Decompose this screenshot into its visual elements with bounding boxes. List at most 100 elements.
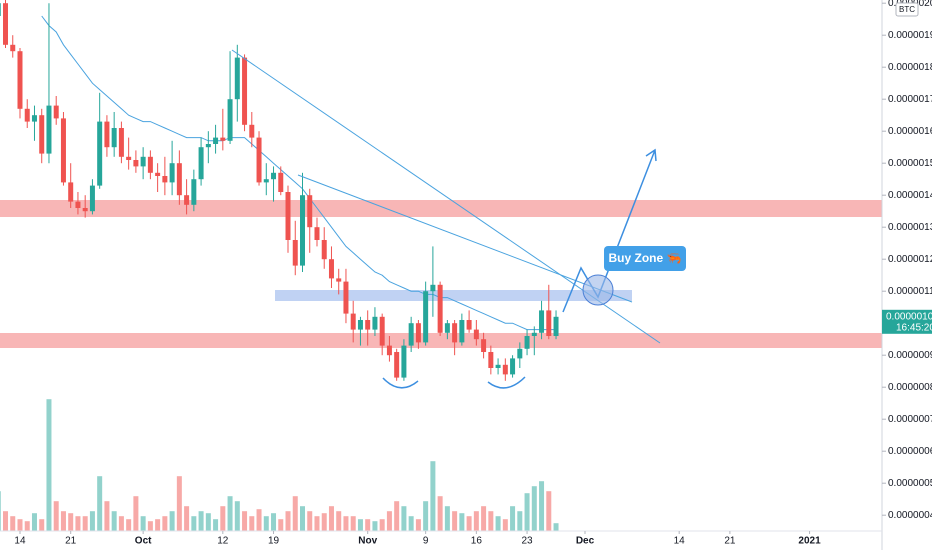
volume-bar — [336, 511, 342, 532]
volume-bar — [343, 516, 349, 532]
candle-layer — [0, 0, 559, 381]
annotation-box — [604, 246, 686, 271]
countdown-label: 16:45:20 — [896, 322, 932, 333]
candle-body — [191, 179, 197, 205]
candle-body — [249, 124, 255, 138]
candle-body — [444, 323, 450, 333]
candle-body — [155, 172, 161, 176]
volume-bar — [82, 516, 88, 532]
volume-bar — [68, 513, 74, 532]
x-tick-label: 19 — [268, 536, 280, 547]
candle-body — [452, 323, 458, 343]
volume-bar — [321, 513, 327, 532]
volume-bar — [488, 511, 494, 532]
volume-bar — [234, 501, 240, 532]
candle-body — [299, 195, 305, 266]
volume-bar — [60, 511, 66, 532]
volume-bar — [220, 506, 226, 532]
candle-body — [89, 185, 95, 212]
x-tick-label: Nov — [358, 536, 377, 547]
candle-body — [473, 329, 479, 340]
candle-body — [437, 284, 443, 333]
candle-body — [292, 240, 298, 266]
candle-body — [140, 156, 146, 167]
volume-bar — [147, 521, 153, 532]
x-tick-label: 23 — [521, 536, 533, 547]
volume-bar — [379, 519, 385, 532]
volume-bar — [299, 506, 305, 532]
candle-body — [68, 182, 74, 202]
y-tick-label: 0.00000040 — [888, 510, 932, 521]
volume-bar — [249, 516, 255, 532]
candle-body — [510, 358, 516, 375]
candle-body — [227, 99, 233, 141]
buy-zone-band — [275, 290, 632, 301]
x-tick-label: 16 — [471, 536, 483, 547]
candle-body — [111, 128, 117, 148]
candle-body — [75, 201, 81, 208]
candle-body — [31, 115, 37, 122]
y-tick-label: 0.00000180 — [888, 62, 932, 73]
volume-bar — [31, 513, 37, 532]
volume-bar — [256, 509, 262, 532]
y-tick-label: 0.00000150 — [888, 158, 932, 169]
volume-bar — [437, 496, 443, 532]
volume-bar — [394, 501, 400, 532]
volume-bar — [263, 516, 269, 532]
volume-bar — [328, 506, 334, 532]
candle-body — [502, 364, 508, 375]
candle-body — [357, 320, 363, 330]
candle-body — [401, 345, 407, 378]
volume-bar — [408, 516, 414, 532]
axes: 0.00000040 0.00000050 0.00000060 0.00000070… — [14, 0, 932, 547]
candle-body — [307, 195, 313, 228]
volume-bar — [473, 511, 479, 532]
candle-body — [372, 316, 378, 330]
annotation-text: Buy Zone 🦐 — [609, 251, 682, 265]
candle-body — [198, 147, 204, 180]
moving-average — [41, 15, 557, 331]
candle-body — [336, 278, 342, 282]
candle-body — [488, 352, 494, 368]
ma-layer — [41, 15, 557, 331]
x-tick-label: 2021 — [798, 536, 821, 547]
candle-body — [162, 176, 168, 183]
price-axis-bg — [882, 0, 932, 550]
candle-body — [430, 284, 436, 292]
volume-bar — [517, 511, 523, 532]
volume-bar — [0, 491, 1, 532]
volume-bar — [278, 519, 284, 532]
volume-bar — [350, 516, 356, 532]
x-tick-label: 21 — [65, 536, 77, 547]
volume-bar — [169, 511, 175, 532]
candle-body — [539, 310, 545, 333]
candle-body — [285, 192, 291, 240]
y-tick-label: 0.00000080 — [888, 382, 932, 393]
candle-body — [481, 339, 487, 352]
volume-bar — [372, 521, 378, 532]
volume-bar — [10, 516, 16, 532]
candle-body — [466, 320, 472, 330]
volume-bar — [481, 506, 487, 532]
volume-bar — [510, 506, 516, 532]
volume-bar — [118, 516, 124, 532]
candle-body — [278, 172, 284, 192]
candle-body — [234, 57, 240, 100]
candle-body — [321, 240, 327, 260]
resistance-zone — [0, 200, 882, 217]
last-price: 0.0000010216:45:20 — [882, 309, 932, 334]
volume-bar — [444, 506, 450, 532]
bottom-arc — [382, 377, 419, 389]
candle-body — [524, 336, 530, 349]
volume-bar — [140, 516, 146, 532]
candle-body — [256, 137, 262, 183]
volume-bar — [314, 516, 320, 532]
volume-bar — [292, 496, 298, 532]
x-tick-label: 21 — [724, 536, 736, 547]
x-tick-label: 14 — [14, 536, 26, 547]
volume-bar — [104, 501, 110, 532]
candle-body — [176, 163, 182, 196]
